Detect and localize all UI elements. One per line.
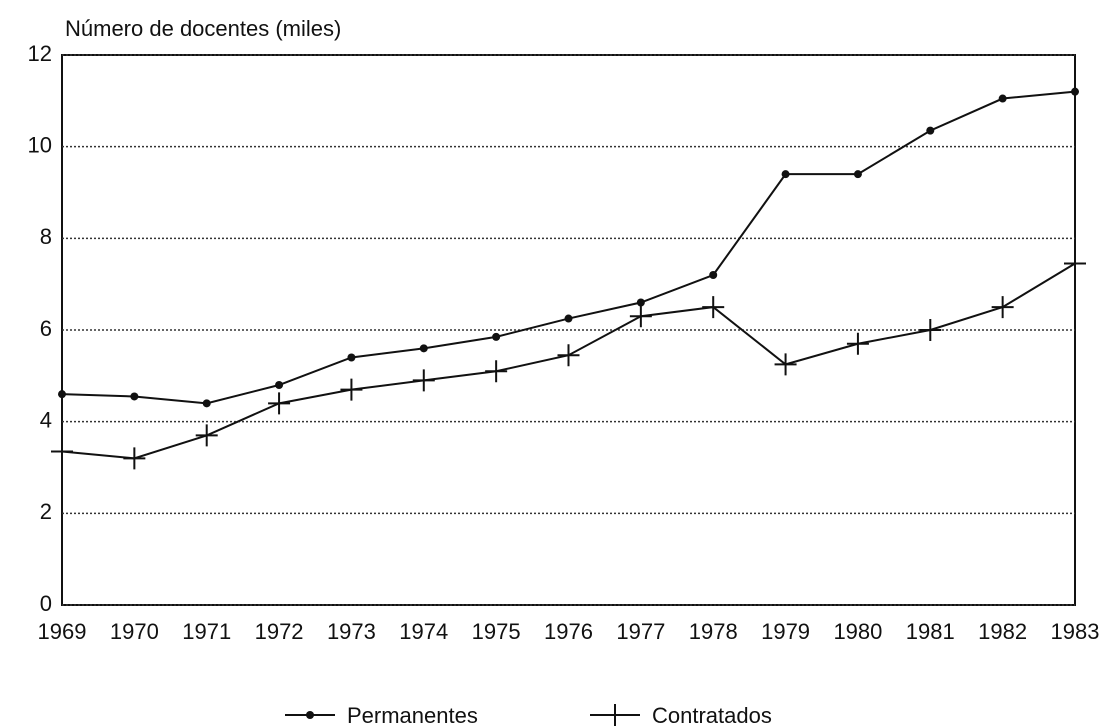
x-tick-label: 1980 xyxy=(833,619,882,644)
point-marker xyxy=(419,344,428,353)
y-tick-label: 8 xyxy=(40,224,52,249)
y-tick-label: 2 xyxy=(40,499,52,524)
point-marker xyxy=(1071,87,1079,96)
x-tick-label: 1969 xyxy=(38,619,87,644)
legend-marker xyxy=(604,704,626,726)
legend-marker xyxy=(306,711,314,719)
x-tick-label: 1972 xyxy=(255,619,304,644)
y-tick-label: 0 xyxy=(40,591,52,616)
point-marker xyxy=(781,170,790,179)
x-tick-label: 1973 xyxy=(327,619,376,644)
point-marker xyxy=(709,271,718,279)
x-tick-label: 1974 xyxy=(399,619,448,644)
point-marker xyxy=(195,424,218,447)
x-tick-label: 1979 xyxy=(761,619,810,644)
point-marker xyxy=(702,296,725,319)
x-tick-label: 1983 xyxy=(1051,619,1100,644)
legend-label: Contratados xyxy=(652,703,772,727)
x-tick-label: 1975 xyxy=(472,619,521,644)
point-marker xyxy=(564,314,573,323)
point-marker xyxy=(485,360,508,383)
point-marker xyxy=(846,332,869,355)
y-tick-label: 4 xyxy=(40,407,52,432)
point-marker xyxy=(130,392,139,401)
x-tick-label: 1977 xyxy=(616,619,665,644)
point-marker xyxy=(202,399,211,408)
point-marker xyxy=(991,296,1014,319)
point-marker xyxy=(347,353,356,362)
point-marker xyxy=(51,440,73,463)
point-marker xyxy=(275,381,284,389)
point-marker xyxy=(636,298,645,307)
point-marker xyxy=(853,170,862,179)
point-marker xyxy=(340,378,363,401)
x-tick-label: 1971 xyxy=(182,619,231,644)
point-marker xyxy=(268,392,291,415)
point-marker xyxy=(123,447,146,470)
point-marker xyxy=(1064,252,1086,275)
y-tick-label: 12 xyxy=(28,41,52,66)
x-tick-label: 1982 xyxy=(978,619,1027,644)
chart-title: Número de docentes (miles) xyxy=(65,16,341,41)
y-tick-label: 10 xyxy=(28,132,52,157)
point-marker xyxy=(412,369,435,392)
x-tick-label: 1970 xyxy=(110,619,159,644)
point-marker xyxy=(998,94,1007,103)
point-marker xyxy=(774,353,797,376)
point-marker xyxy=(557,344,580,367)
x-tick-label: 1981 xyxy=(906,619,955,644)
point-marker xyxy=(926,126,935,135)
point-marker xyxy=(58,390,66,399)
point-marker xyxy=(629,305,652,328)
legend-label: Permanentes xyxy=(347,703,478,727)
point-marker xyxy=(919,319,942,341)
y-tick-label: 6 xyxy=(40,316,52,341)
x-tick-label: 1976 xyxy=(544,619,593,644)
x-tick-label: 1978 xyxy=(689,619,738,644)
point-marker xyxy=(492,332,501,341)
